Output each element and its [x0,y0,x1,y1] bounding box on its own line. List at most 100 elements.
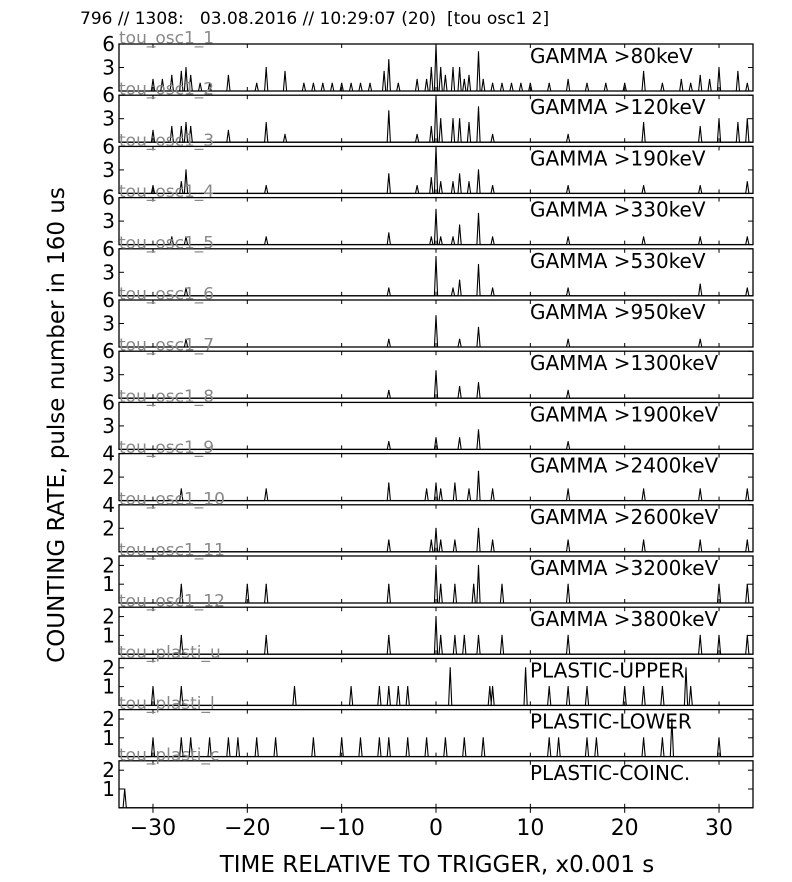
peak-point [548,737,550,739]
panel-tou-osc1-8: 36 GAMMA >1900keV tou_osc1_8 [102,387,754,451]
peak-point [454,539,456,541]
y-tick-label: 2 [102,605,115,629]
peak-point [430,66,432,69]
peak-point [312,737,314,739]
peak-point [492,686,494,688]
peak-point [477,381,480,384]
peak-point [643,70,645,72]
panel-tou-osc1-9: 24 GAMMA >2400keV tou_osc1_9 [102,438,754,502]
peak-point [416,78,418,80]
peak-point [567,583,569,585]
peak-point [468,181,470,183]
peak-point [567,133,569,135]
panel-id-label: tou_osc1_12 [119,592,225,612]
peak-point [661,686,664,688]
peak-point [237,737,239,739]
peak-point [246,583,248,585]
peak-point [567,185,569,187]
x-tick-label: −30 [130,816,176,841]
peak-point [459,437,461,439]
peak-point [435,370,437,372]
peak-point [605,82,607,84]
peak-point [718,118,720,120]
peak-point [459,173,461,175]
peak-point [492,287,494,289]
peak-point [440,181,442,183]
peak-point [435,208,437,210]
panel-title: GAMMA >3800keV [530,607,719,631]
peak-point [586,686,588,688]
peak-point [463,78,465,80]
peak-point [468,488,470,490]
peak-point [265,583,267,585]
peak-point [477,169,480,171]
peak-point [180,181,182,183]
peak-point [440,118,442,120]
peak-point [190,74,192,76]
peak-point [492,82,494,84]
peak-point [185,287,187,289]
peak-point [718,737,720,739]
panel-id-label: tou_osc1_1 [119,29,214,49]
peak-point [489,686,491,688]
peak-point [265,185,267,187]
x-axis: −30 −20 −10 0 10 20 30 [130,807,733,841]
peak-point [477,564,480,567]
peak-point [492,539,494,541]
peak-point [185,66,187,69]
peak-point [265,66,267,69]
peak-point [567,539,569,541]
y-axis-title: COUNTING RATE, pulse number in 160 us [44,187,70,663]
peak-point [482,737,484,739]
peak-point [407,737,409,739]
panel-tou-osc1-5: 36 GAMMA >530keV tou_osc1_5 [102,233,754,297]
peak-point [161,78,163,80]
peak-point [567,236,569,238]
peak-point [624,82,626,84]
peak-point [459,118,461,120]
peak-point [209,737,211,739]
panel-title: GAMMA >2600keV [530,505,719,529]
peak-point [746,634,748,637]
peak-point [477,263,480,266]
peak-point [567,78,569,80]
y-tick-label: 1 [102,726,115,750]
peak-point [430,177,432,179]
panel-tou-osc1-6: 36 GAMMA >950keV tou_osc1_6 [102,285,754,348]
peak-point [492,185,494,187]
peak-point [426,488,428,490]
peak-point [312,82,314,84]
peak-point [454,634,456,637]
peak-point [643,539,645,541]
series-trace [119,43,753,92]
panel-tou-plasti-u: 12 PLASTIC-UPPER tou_plasti_u [102,643,754,707]
y-tick-label: 3 [102,260,115,284]
peak-point [501,634,503,637]
peak-point [567,287,569,289]
x-axis-title: TIME RELATIVE TO TRIGGER, x0.001 s [219,852,655,878]
panel-title: GAMMA >1900keV [530,402,719,426]
peak-point [440,488,442,490]
peak-point [690,82,692,84]
peak-point [459,385,461,388]
peak-point [209,82,211,84]
peak-point [440,236,442,238]
peak-point [388,737,390,739]
peak-point [265,236,267,238]
peak-point [473,583,475,585]
peak-point [746,583,748,585]
series-trace [119,95,753,143]
peak-point [699,539,701,541]
peak-point [388,686,390,688]
peak-point [699,488,701,490]
peak-point [430,539,432,541]
peak-point [388,59,390,61]
peak-point [699,338,701,340]
peak-point [492,133,494,135]
series-trace [119,718,753,758]
peak-point [567,441,569,443]
peak-point [190,125,192,128]
peak-point [463,737,465,739]
peak-point [180,70,182,72]
peak-point [482,78,484,80]
